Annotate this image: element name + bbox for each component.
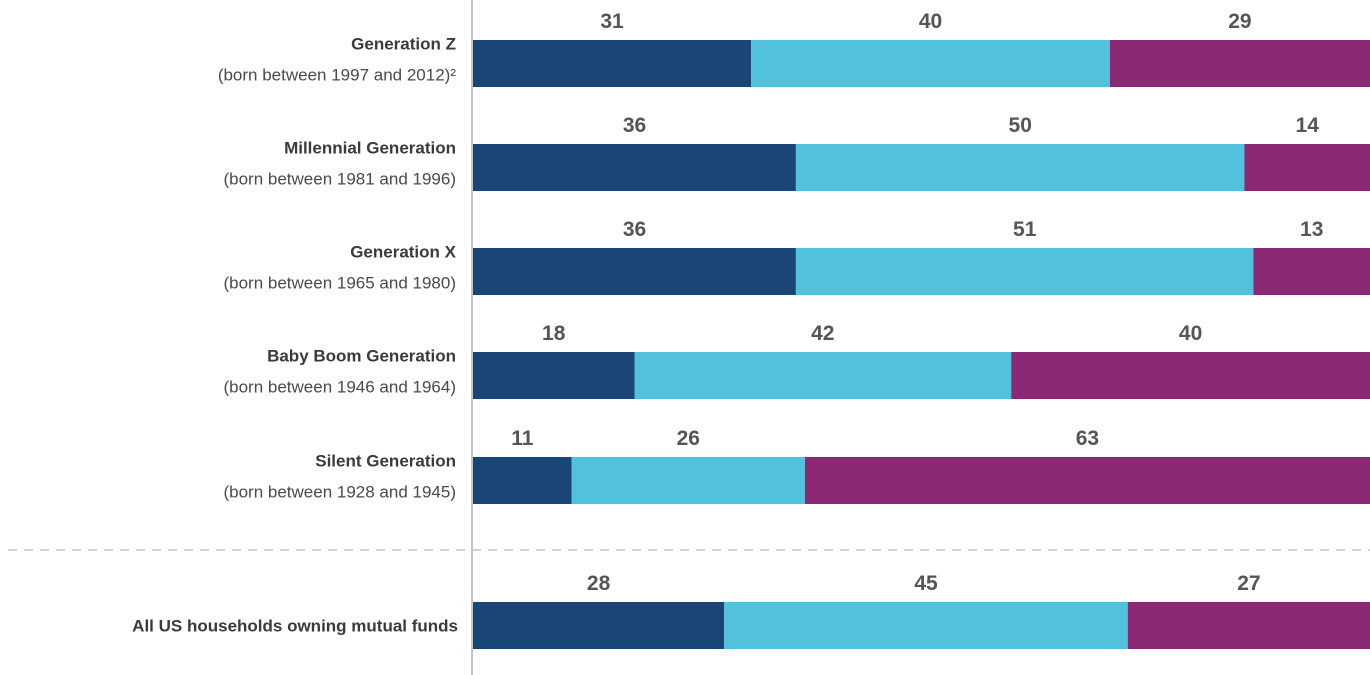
bar-segment-1-2 [751,40,1110,87]
category-name-6: All US households owning mutual funds [132,617,458,636]
data-label-1-2: 40 [919,10,942,33]
bar-segment-3-3 [1253,248,1370,295]
category-subtitle-1: (born between 1997 and 2012)² [218,66,457,85]
category-name-2: Millennial Generation [284,139,456,158]
data-label-2-3: 14 [1296,114,1320,137]
data-label-6-3: 27 [1237,572,1260,595]
bar-segment-4-3 [1011,352,1370,399]
category-name-4: Baby Boom Generation [267,347,456,366]
category-subtitle-4: (born between 1946 and 1964) [223,378,456,397]
bar-segment-4-2 [634,352,1012,399]
category-name-1: Generation Z [351,35,456,54]
data-label-5-1: 11 [511,427,534,450]
data-label-3-2: 51 [1013,218,1037,241]
bar-segment-2-1 [473,144,796,191]
bar-segment-5-1 [473,457,572,504]
data-label-3-1: 36 [623,218,646,241]
bar-segment-5-2 [571,457,805,504]
data-label-2-1: 36 [623,114,646,137]
category-subtitle-3: (born between 1965 and 1980) [223,274,456,293]
bar-segment-4-1 [473,352,635,399]
category-name-5: Silent Generation [315,452,456,471]
data-label-1-3: 29 [1228,10,1251,33]
category-subtitle-2: (born between 1981 and 1996) [223,170,456,189]
data-label-6-2: 45 [914,572,938,595]
data-label-2-2: 50 [1009,114,1032,137]
bar-segment-5-3 [804,457,1370,504]
data-label-3-3: 13 [1300,218,1323,241]
bar-segment-6-3 [1127,602,1370,649]
bar-segment-3-2 [795,248,1254,295]
bar-segment-1-3 [1109,40,1370,87]
bar-segment-6-2 [724,602,1128,649]
data-label-6-1: 28 [587,572,611,595]
bar-segment-2-3 [1244,144,1370,191]
data-label-1-1: 31 [600,10,624,33]
bars-group: 31 40 29 36 50 14 36 51 13 18 42 40 11 26 63 28 45 27 [473,10,1370,649]
category-labels: Generation Z (born between 1997 and 2012)… [132,35,458,636]
data-label-4-2: 42 [811,322,834,345]
data-label-5-2: 26 [677,427,700,450]
bar-segment-2-2 [795,144,1245,191]
bar-segment-6-1 [473,602,725,649]
data-label-4-3: 40 [1179,322,1202,345]
category-subtitle-5: (born between 1928 and 1945) [223,483,456,502]
category-name-3: Generation X [350,243,456,262]
bar-segment-3-1 [473,248,796,295]
bar-segment-1-1 [473,40,752,87]
data-label-5-3: 63 [1076,427,1099,450]
data-label-4-1: 18 [542,322,566,345]
